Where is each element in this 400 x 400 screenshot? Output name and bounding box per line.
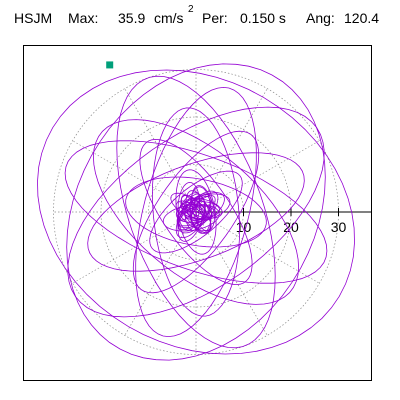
grid-spoke — [195, 140, 320, 213]
core-loop — [162, 204, 220, 232]
orbit-loop — [135, 86, 257, 338]
orbit-loop — [139, 138, 253, 286]
orbit-loop — [152, 107, 240, 317]
core-loop — [176, 192, 225, 229]
orbit-loop — [92, 119, 300, 305]
core-loop — [189, 199, 203, 228]
axis-tick-label: 10 — [236, 219, 252, 235]
angle-value: 120.4 — [344, 10, 380, 26]
grid-spoke — [72, 140, 197, 213]
start-marker — [106, 61, 114, 69]
start-marker-square — [106, 61, 114, 69]
orbit-trace — [37, 63, 355, 361]
orbit-loop — [116, 75, 276, 349]
core-loop — [177, 192, 200, 221]
grid-spoke — [195, 211, 268, 336]
core-loop — [191, 185, 215, 232]
plot-frame — [23, 45, 372, 381]
grid-spoke — [72, 211, 197, 284]
period-label: Per: — [202, 10, 228, 26]
orbit-loop — [64, 140, 328, 284]
max-label: Max: — [68, 10, 99, 26]
orbit-loop — [149, 170, 243, 254]
orbit-loop — [66, 63, 326, 361]
grid-spoke — [124, 88, 197, 213]
grid-spoke — [195, 211, 320, 284]
max-unit: cm/s — [154, 10, 184, 26]
period-value: 0.150 s — [240, 10, 286, 26]
orbit-loop — [132, 130, 260, 294]
orbit-loop — [125, 176, 267, 248]
station-code: HSJM — [14, 10, 53, 26]
max-unit-exponent: 2 — [188, 4, 194, 15]
max-value: 35.9 — [118, 10, 146, 26]
core-loop — [183, 197, 223, 219]
core-loop — [180, 194, 212, 233]
chart-header: HSJM Max: 35.9 cm/s 2 Per: 0.150 s Ang: … — [0, 4, 400, 34]
axis-tick-label: 30 — [331, 219, 347, 235]
grid-spoke — [195, 88, 268, 213]
grid-spoke — [124, 211, 197, 336]
orbit-loop — [37, 69, 355, 355]
angle-label: Ang: — [306, 10, 335, 26]
core-loop — [175, 200, 212, 232]
orbit-loop — [87, 152, 305, 272]
